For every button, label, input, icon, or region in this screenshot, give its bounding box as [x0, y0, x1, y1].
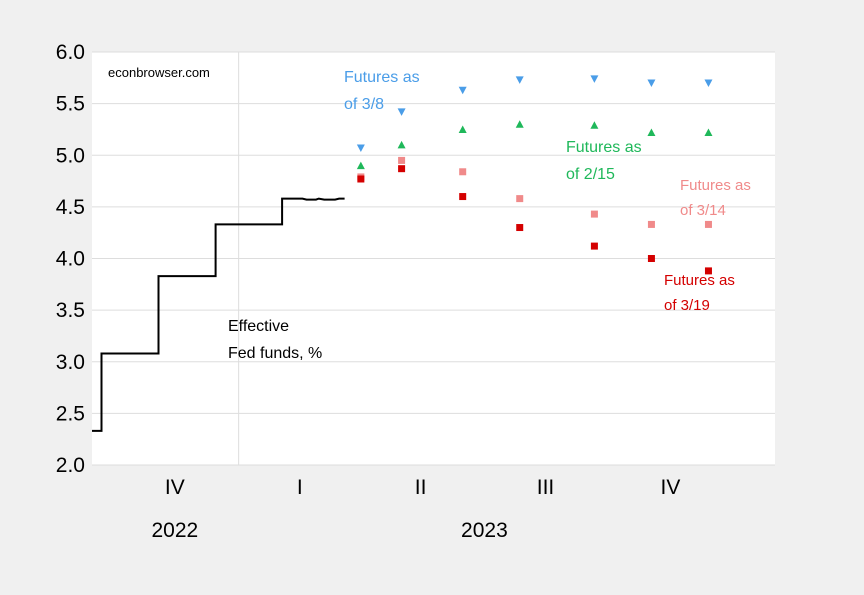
- x-tick-label-0: IV: [165, 476, 185, 499]
- futures-3-14-point-5: [647, 220, 655, 228]
- x-tick-label-3: III: [537, 476, 555, 499]
- futures-3-8-point-6: [704, 79, 713, 87]
- annotation-futures-2-15-line2: of 2/15: [566, 166, 615, 183]
- y-tick-label-5: 4.5: [56, 196, 85, 219]
- futures-3-8-point-5: [647, 79, 656, 87]
- futures-2-15-point-1: [397, 140, 406, 149]
- futures-3-14-point-2: [459, 168, 467, 176]
- annotation-futures-3-8-line1: Futures as: [344, 69, 420, 86]
- y-axis-tick-labels: 2.0 2.5 3.0 3.5 4.0 4.5 5.0 5.5 6.0: [56, 41, 85, 477]
- year-label-1: 2023: [461, 519, 508, 542]
- futures-3-19-point-2: [459, 193, 467, 201]
- annotation-futures-3-8: Futures as of 3/8: [344, 69, 420, 113]
- annotation-futures-3-19-line2: of 3/19: [664, 297, 710, 314]
- futures-2-15-point-4: [590, 121, 599, 129]
- gridlines: [92, 51, 775, 466]
- y-tick-label-7: 5.5: [56, 93, 85, 116]
- y-tick-label-2: 3.0: [56, 351, 85, 374]
- x-tick-label-4: IV: [661, 476, 681, 499]
- futures-3-19-point-6: [704, 267, 712, 275]
- annotation-futures-3-8-line2: of 3/8: [344, 96, 384, 113]
- effective-fed-funds-line: [92, 197, 345, 432]
- futures-2-15-point-2: [458, 125, 467, 133]
- series-futures-3-8: [356, 75, 713, 153]
- y-tick-label-6: 5.0: [56, 144, 85, 167]
- futures-2-15-point-6: [704, 128, 713, 137]
- y-tick-label-4: 4.0: [56, 248, 85, 271]
- x-tick-label-2: II: [415, 476, 427, 499]
- y-tick-label-3: 3.5: [56, 299, 85, 322]
- futures-3-14-point-6: [704, 220, 712, 228]
- annotation-futures-2-15-line1: Futures as: [566, 139, 642, 156]
- y-tick-label-8: 6.0: [56, 41, 85, 64]
- annotation-futures-3-19-line1: Futures as: [664, 272, 735, 289]
- annotation-effective: Effective Fed funds, %: [228, 318, 322, 362]
- futures-3-19-point-0: [357, 175, 365, 183]
- futures-3-8-point-4: [590, 75, 599, 83]
- annotation-futures-3-14-line1: Futures as: [680, 177, 751, 194]
- y-tick-label-1: 2.5: [56, 402, 85, 425]
- futures-2-15-point-5: [647, 128, 656, 137]
- annotation-futures-3-14-line2: of 3/14: [680, 202, 726, 219]
- series-futures-2-15: [356, 120, 713, 170]
- futures-2-15-point-3: [515, 120, 524, 128]
- annotation-futures-3-14: Futures as of 3/14: [680, 177, 751, 219]
- futures-3-19-point-3: [516, 224, 524, 232]
- futures-2-15-point-0: [356, 161, 365, 170]
- x-axis-year-labels: 2022 2023: [151, 519, 507, 542]
- futures-3-8-point-1: [397, 108, 406, 116]
- futures-3-8-point-2: [458, 86, 467, 95]
- futures-3-19-point-1: [398, 165, 406, 173]
- futures-3-14-point-1: [398, 156, 406, 164]
- effective-fed-funds-series: [92, 197, 345, 432]
- annotation-futures-3-19: Futures as of 3/19: [664, 272, 735, 314]
- year-label-0: 2022: [151, 519, 198, 542]
- y-tick-label-0: 2.0: [56, 454, 85, 477]
- series-futures-3-19: [357, 165, 712, 275]
- source-note: econbrowser.com: [108, 65, 210, 80]
- annotation-futures-2-15: Futures as of 2/15: [566, 139, 642, 183]
- futures-3-14-point-3: [516, 195, 524, 203]
- x-axis-quarter-labels: IV I II III IV: [165, 476, 680, 499]
- futures-series: [356, 75, 713, 275]
- annotation-effective-line2: Fed funds, %: [228, 345, 322, 362]
- x-tick-label-1: I: [297, 476, 303, 499]
- futures-3-19-point-4: [590, 242, 598, 250]
- futures-3-8-point-0: [356, 144, 365, 153]
- annotation-effective-line1: Effective: [228, 318, 289, 335]
- futures-3-14-point-4: [590, 210, 598, 218]
- futures-3-8-point-3: [515, 76, 524, 84]
- futures-3-19-point-5: [647, 255, 655, 262]
